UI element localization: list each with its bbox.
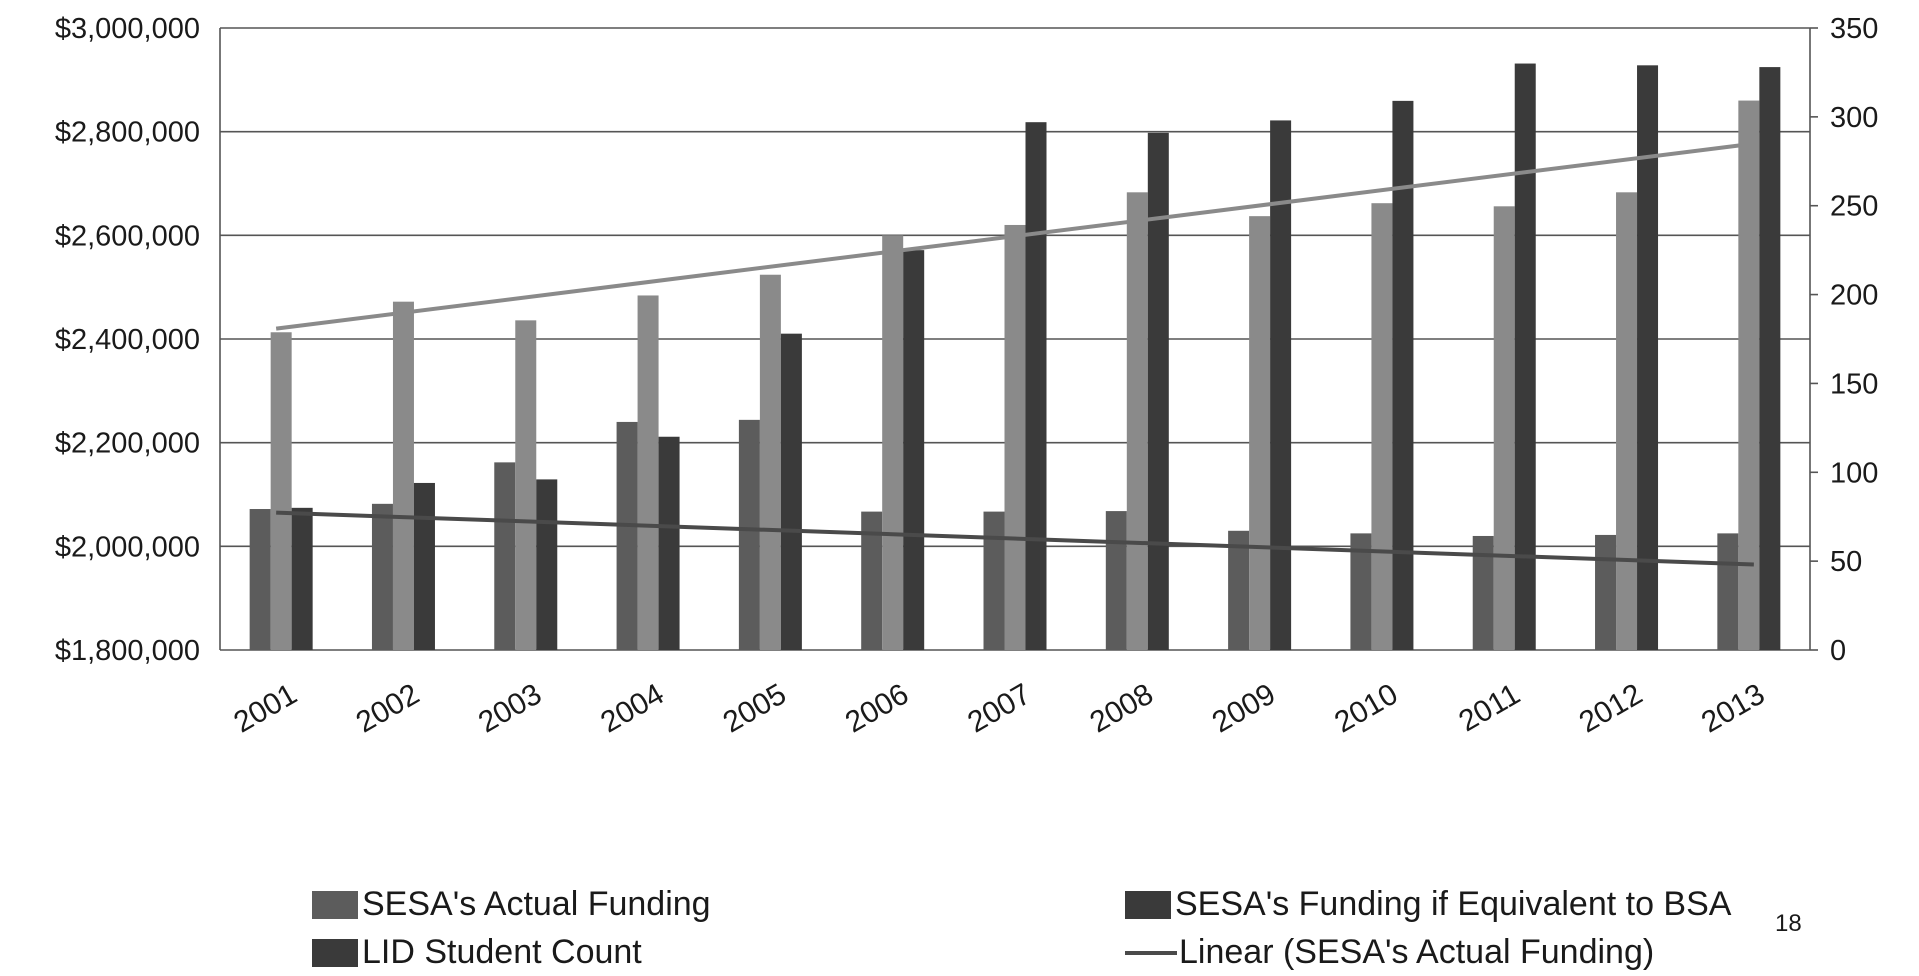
x-tick-label: 2009 (1207, 677, 1281, 739)
bar (882, 235, 904, 651)
left-tick-label: $2,200,000 (55, 428, 200, 460)
bar (515, 320, 537, 650)
bar (270, 332, 292, 650)
bar (637, 295, 659, 650)
legend-label: SESA's Funding if Equivalent to BSA (1175, 885, 1732, 923)
x-tick-label: 2006 (840, 677, 914, 739)
legend-label: SESA's Actual Funding (362, 885, 711, 923)
bar (1371, 203, 1393, 651)
bar (371, 503, 393, 650)
bar (1004, 224, 1026, 650)
trendline (275, 141, 1755, 331)
left-tick-label: $2,800,000 (55, 117, 200, 149)
x-tick-label: 2007 (962, 677, 1036, 739)
legend-item-linear-trend: Linear (SESA's Actual Funding) (1125, 933, 1654, 972)
legend-swatch (1125, 890, 1171, 919)
bar (903, 250, 925, 650)
x-tick-label: 2003 (473, 677, 547, 739)
right-tick-label: 50 (1830, 546, 1862, 578)
right-tick-label: 0 (1830, 635, 1846, 667)
x-tick-label: 2013 (1696, 677, 1770, 739)
left-tick-label: $2,400,000 (55, 324, 200, 356)
right-tick-label: 300 (1830, 102, 1878, 134)
bar (249, 509, 271, 650)
right-tick-label: 150 (1830, 368, 1878, 400)
legend-item-bsa-funding: SESA's Funding if Equivalent to BSA (1125, 885, 1731, 924)
bar (291, 507, 313, 650)
x-tick-label: 2002 (351, 677, 425, 739)
left-tick-label: $2,000,000 (55, 531, 200, 563)
left-tick-label: $3,000,000 (55, 13, 200, 45)
right-tick-label: 200 (1830, 280, 1878, 312)
right-tick-label: 350 (1830, 13, 1878, 45)
legend-item-actual-funding: SESA's Actual Funding (312, 885, 711, 924)
legend-swatch (312, 938, 358, 967)
bar (1493, 206, 1515, 650)
bar (536, 479, 558, 650)
bar (1025, 122, 1047, 650)
bar (780, 333, 802, 650)
bar (1472, 535, 1494, 650)
x-tick-label: 2001 (228, 677, 302, 739)
right-tick-label: 250 (1830, 191, 1878, 223)
left-tick-label: $2,600,000 (55, 220, 200, 252)
page-number: 18 (1775, 910, 1802, 937)
legend-label: LID Student Count (362, 933, 642, 971)
bar (1616, 192, 1638, 651)
bar (392, 301, 414, 650)
trendline (276, 510, 1754, 567)
right-tick-label: 100 (1830, 457, 1878, 489)
bar (759, 274, 781, 650)
bar (413, 482, 435, 650)
x-tick-label: 2012 (1574, 677, 1648, 739)
bar (1717, 533, 1739, 650)
bar (1228, 530, 1250, 650)
bar (1350, 533, 1372, 650)
bar (1738, 100, 1760, 651)
bar (1514, 63, 1536, 651)
bar (1126, 192, 1148, 651)
legend-line-swatch (1125, 950, 1177, 955)
x-tick-label: 2005 (718, 677, 792, 739)
bar (1392, 100, 1414, 650)
bar (494, 462, 516, 650)
bar (1759, 67, 1781, 650)
bar (738, 419, 760, 650)
legend-item-lid-count: LID Student Count (312, 933, 642, 972)
bar (1595, 534, 1617, 650)
bar (1637, 65, 1659, 650)
bar (1147, 132, 1169, 650)
bar (1105, 511, 1127, 650)
bar (983, 511, 1005, 650)
bar (1249, 216, 1271, 650)
legend-label: Linear (SESA's Actual Funding) (1179, 933, 1655, 971)
bar (616, 421, 638, 650)
bar (861, 511, 883, 650)
x-tick-label: 2010 (1329, 677, 1403, 739)
bar (658, 436, 680, 650)
bar (1270, 120, 1292, 650)
x-tick-label: 2004 (595, 677, 669, 739)
legend-swatch (312, 890, 358, 919)
x-tick-label: 2011 (1453, 677, 1525, 738)
left-tick-label: $1,800,000 (55, 635, 200, 667)
x-tick-label: 2008 (1085, 677, 1159, 739)
